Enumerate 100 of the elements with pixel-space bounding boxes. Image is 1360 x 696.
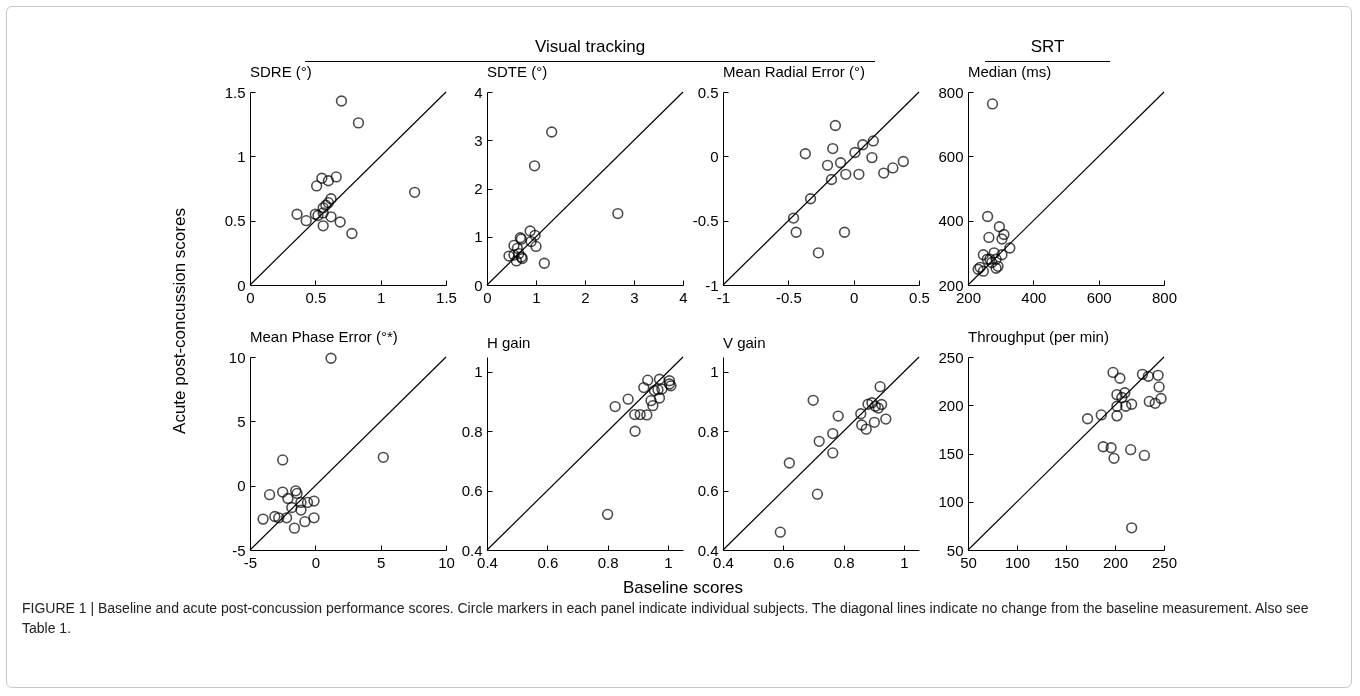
y-tick-label: 150 <box>938 445 964 462</box>
point <box>1114 372 1126 384</box>
point <box>983 231 995 244</box>
x-tick-label: 0 <box>311 553 321 571</box>
x-tick-label: 0.5 <box>305 288 327 306</box>
y-tick-label: 200 <box>938 276 964 294</box>
y-tick-label: 0.5 <box>697 83 719 101</box>
x-tick-label: 2 <box>581 288 590 306</box>
x-tick-label: 0 <box>849 288 859 306</box>
point <box>1105 442 1117 454</box>
point <box>291 208 303 220</box>
point <box>887 162 899 174</box>
y-tick-label: 0.6 <box>697 482 719 500</box>
point <box>1152 369 1164 381</box>
point <box>612 207 624 220</box>
point <box>622 393 634 405</box>
point <box>878 167 890 179</box>
y-tick-label: 50 <box>946 541 964 559</box>
x-tick-label: 100 <box>1004 553 1031 571</box>
point <box>857 139 869 151</box>
point <box>282 492 294 505</box>
x-tick-label: -0.5 <box>775 288 802 306</box>
y-tick-label: 0.4 <box>697 541 719 559</box>
point <box>301 496 314 509</box>
y-tick-label: 0 <box>474 276 483 294</box>
point <box>829 119 842 132</box>
x-tick-label: 0.6 <box>537 553 559 571</box>
point <box>1095 409 1107 421</box>
point <box>648 384 661 397</box>
point <box>821 159 834 171</box>
point <box>1125 398 1138 410</box>
y-tick-label: 600 <box>938 147 964 165</box>
y-tick-label: 0 <box>710 147 719 165</box>
point <box>652 384 664 396</box>
point <box>524 225 536 237</box>
y-tick-label: 3 <box>474 131 483 149</box>
point <box>977 249 990 261</box>
x-tick-label: 3 <box>630 288 639 306</box>
point <box>308 512 320 524</box>
y-tick-label: 250 <box>938 348 964 366</box>
point <box>986 98 999 110</box>
point <box>807 394 819 407</box>
point <box>998 228 1010 241</box>
y-tick-label: 5 <box>237 412 246 430</box>
y-tick-label: 4 <box>474 83 483 101</box>
point <box>538 257 550 269</box>
point <box>269 510 281 523</box>
chart-title: Throughput (per min) <box>968 328 1109 345</box>
point <box>840 168 852 181</box>
y-tick-label: 0.5 <box>224 212 246 230</box>
point <box>812 247 825 259</box>
point <box>295 504 307 516</box>
x-tick-label: 800 <box>1151 288 1178 306</box>
x-tick-label: 0.8 <box>597 553 619 571</box>
chart-title: SDTE (°) <box>487 63 548 80</box>
point <box>1108 452 1120 464</box>
text: SRT <box>1030 37 1065 57</box>
point <box>874 381 886 393</box>
y-tick-label: 1 <box>237 147 246 165</box>
point <box>1136 368 1149 381</box>
y-tick-label: 0.8 <box>697 422 719 440</box>
point <box>629 425 641 437</box>
point <box>783 457 796 469</box>
point <box>787 212 800 224</box>
point <box>799 148 811 160</box>
point <box>834 157 847 169</box>
x-tick-label: 1 <box>664 553 673 571</box>
point <box>1107 366 1119 379</box>
point <box>334 216 346 228</box>
point <box>645 394 657 407</box>
point <box>276 454 289 466</box>
point <box>996 233 1008 245</box>
point <box>257 513 269 525</box>
chart-title: Mean Phase Error (°*) <box>250 328 398 345</box>
point <box>653 392 666 404</box>
point <box>529 229 541 241</box>
point <box>308 495 320 507</box>
point <box>263 489 276 501</box>
point <box>1081 413 1094 425</box>
x-tick-label: 5 <box>376 553 386 571</box>
point <box>1143 395 1155 408</box>
point <box>286 501 298 514</box>
point <box>1116 391 1128 404</box>
point <box>525 235 537 248</box>
text: Visual tracking <box>534 37 646 57</box>
point <box>316 172 328 184</box>
point <box>1111 410 1123 422</box>
point <box>647 400 659 412</box>
point <box>1125 443 1137 456</box>
point <box>310 180 323 192</box>
point <box>804 193 817 205</box>
y-tick-label: 0.4 <box>461 541 483 559</box>
chart-title: V gain <box>723 334 766 352</box>
point <box>508 239 520 252</box>
point <box>601 508 614 521</box>
x-tick-label: 600 <box>1086 288 1112 306</box>
chart-title: Mean Radial Error (°) <box>723 63 865 80</box>
point <box>990 253 1002 265</box>
point <box>317 220 329 232</box>
point <box>856 419 868 431</box>
